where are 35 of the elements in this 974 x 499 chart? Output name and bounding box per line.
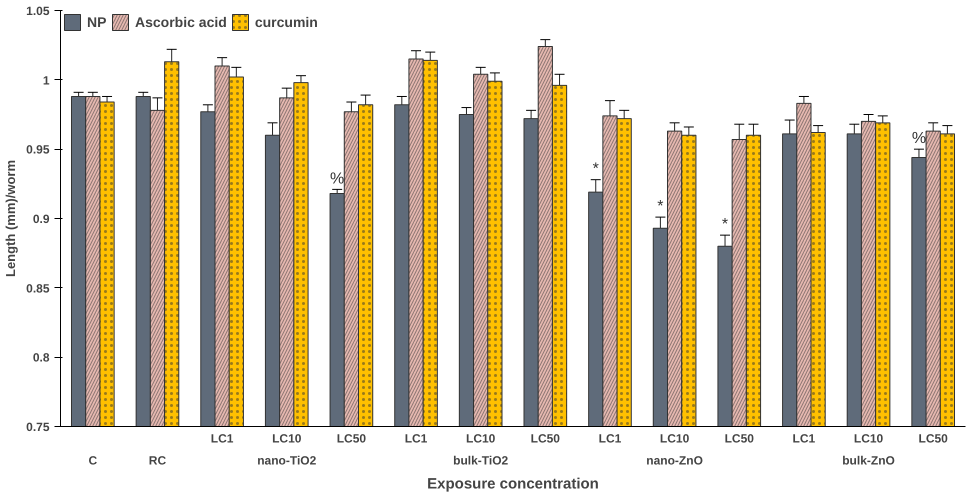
- y-tick-label: 0.75: [26, 420, 50, 434]
- x-tick-label: LC1: [792, 432, 816, 446]
- text: nano-TiO2: [257, 454, 317, 468]
- x-tick-label: LC10: [466, 432, 496, 446]
- x-axis-title: Exposure concentration: [427, 476, 599, 492]
- y-tick-label: 0.85: [26, 281, 50, 296]
- legend-label: Ascorbic acid: [135, 14, 227, 30]
- x-tick-label: LC50: [530, 432, 560, 446]
- legend-label: curcumin: [254, 14, 318, 30]
- x-tick-label: LC1: [210, 432, 234, 446]
- y-axis-title: Length (mm)/worm: [3, 160, 18, 277]
- y-tick-label: 0.95: [26, 142, 50, 157]
- data-label: *: [657, 198, 664, 216]
- legend-label: NP: [87, 14, 107, 30]
- y-tick-label: 0.8: [32, 350, 50, 365]
- x-tick-label: LC50: [336, 432, 366, 446]
- x-tick-label: LC50: [724, 432, 754, 446]
- text: bulk-ZnO: [842, 454, 895, 468]
- data-label: %: [912, 130, 926, 148]
- x-tick-label: LC50: [918, 432, 948, 446]
- data-label: *: [722, 216, 728, 234]
- x-tick-label: LC10: [854, 432, 884, 446]
- x-tick-label: RC: [148, 454, 166, 468]
- y-tick-label: 0.9: [32, 212, 50, 226]
- x-tick-label: LC10: [272, 432, 302, 446]
- text: bulk-TiO2: [453, 454, 509, 468]
- x-tick-label: LC10: [660, 432, 690, 446]
- y-tick-label: 1: [42, 73, 50, 88]
- data-label: *: [592, 160, 599, 178]
- x-tick-label: C: [88, 454, 98, 468]
- x-tick-label: LC1: [598, 432, 622, 446]
- text: nano-ZnO: [646, 454, 703, 468]
- data-label: %: [330, 170, 344, 188]
- y-tick-label: 1.05: [26, 4, 50, 18]
- x-tick-label: LC1: [404, 432, 428, 446]
